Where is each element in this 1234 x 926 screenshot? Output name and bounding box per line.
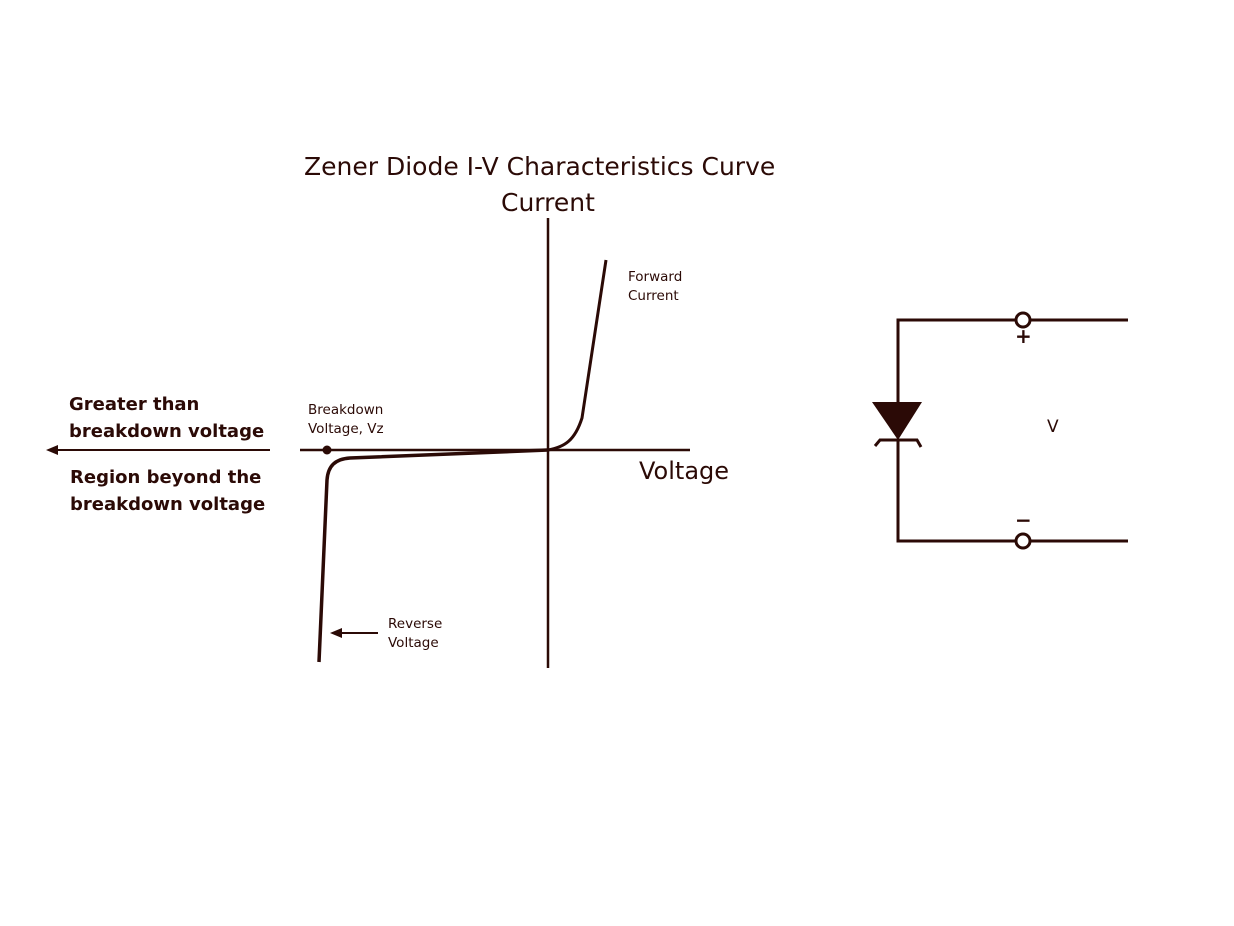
breakdown-point: [322, 445, 332, 455]
region-beyond-breakdown-label: Region beyond the breakdown voltage: [70, 464, 265, 518]
x-axis-label: Voltage: [639, 457, 730, 485]
reverse-voltage-label: Reverse Voltage: [388, 615, 442, 653]
top-wire: [896, 318, 1016, 404]
greater-line-2: breakdown voltage: [69, 421, 265, 442]
region-line-2: breakdown voltage: [70, 494, 266, 515]
forward-current-label: Forward Current: [628, 268, 682, 306]
breakdown-line-1: Breakdown: [308, 402, 384, 418]
minus-sign: −: [1015, 508, 1032, 532]
reverse-breakdown-curve: [317, 448, 549, 663]
negative-terminal: [1014, 532, 1032, 550]
voltage-v-label: V: [1047, 417, 1059, 437]
diagram-title: Zener Diode I-V Characteristics Curve: [304, 152, 776, 181]
forward-current-curve: [547, 259, 608, 452]
forward-current-line-1: Forward: [628, 269, 683, 285]
reverse-voltage-arrowhead: [330, 628, 342, 638]
positive-terminal: [1014, 311, 1032, 329]
breakdown-region-arrowhead: [46, 445, 58, 455]
zener-circuit: [896, 318, 1128, 543]
breakdown-voltage-label: Breakdown Voltage, Vz: [308, 401, 384, 439]
forward-current-line-2: Current: [628, 288, 679, 304]
reverse-line-1: Reverse: [388, 616, 443, 632]
y-axis-label: Current: [501, 188, 595, 217]
zener-diode-icon: [872, 402, 923, 448]
reverse-line-2: Voltage: [388, 635, 439, 651]
bottom-wire: [896, 440, 1016, 543]
greater-than-breakdown-label: Greater than breakdown voltage: [69, 391, 264, 445]
breakdown-line-2: Voltage, Vz: [308, 421, 384, 437]
region-line-1: Region beyond the: [70, 467, 262, 488]
plus-sign: +: [1015, 324, 1032, 348]
greater-line-1: Greater than: [69, 394, 200, 415]
